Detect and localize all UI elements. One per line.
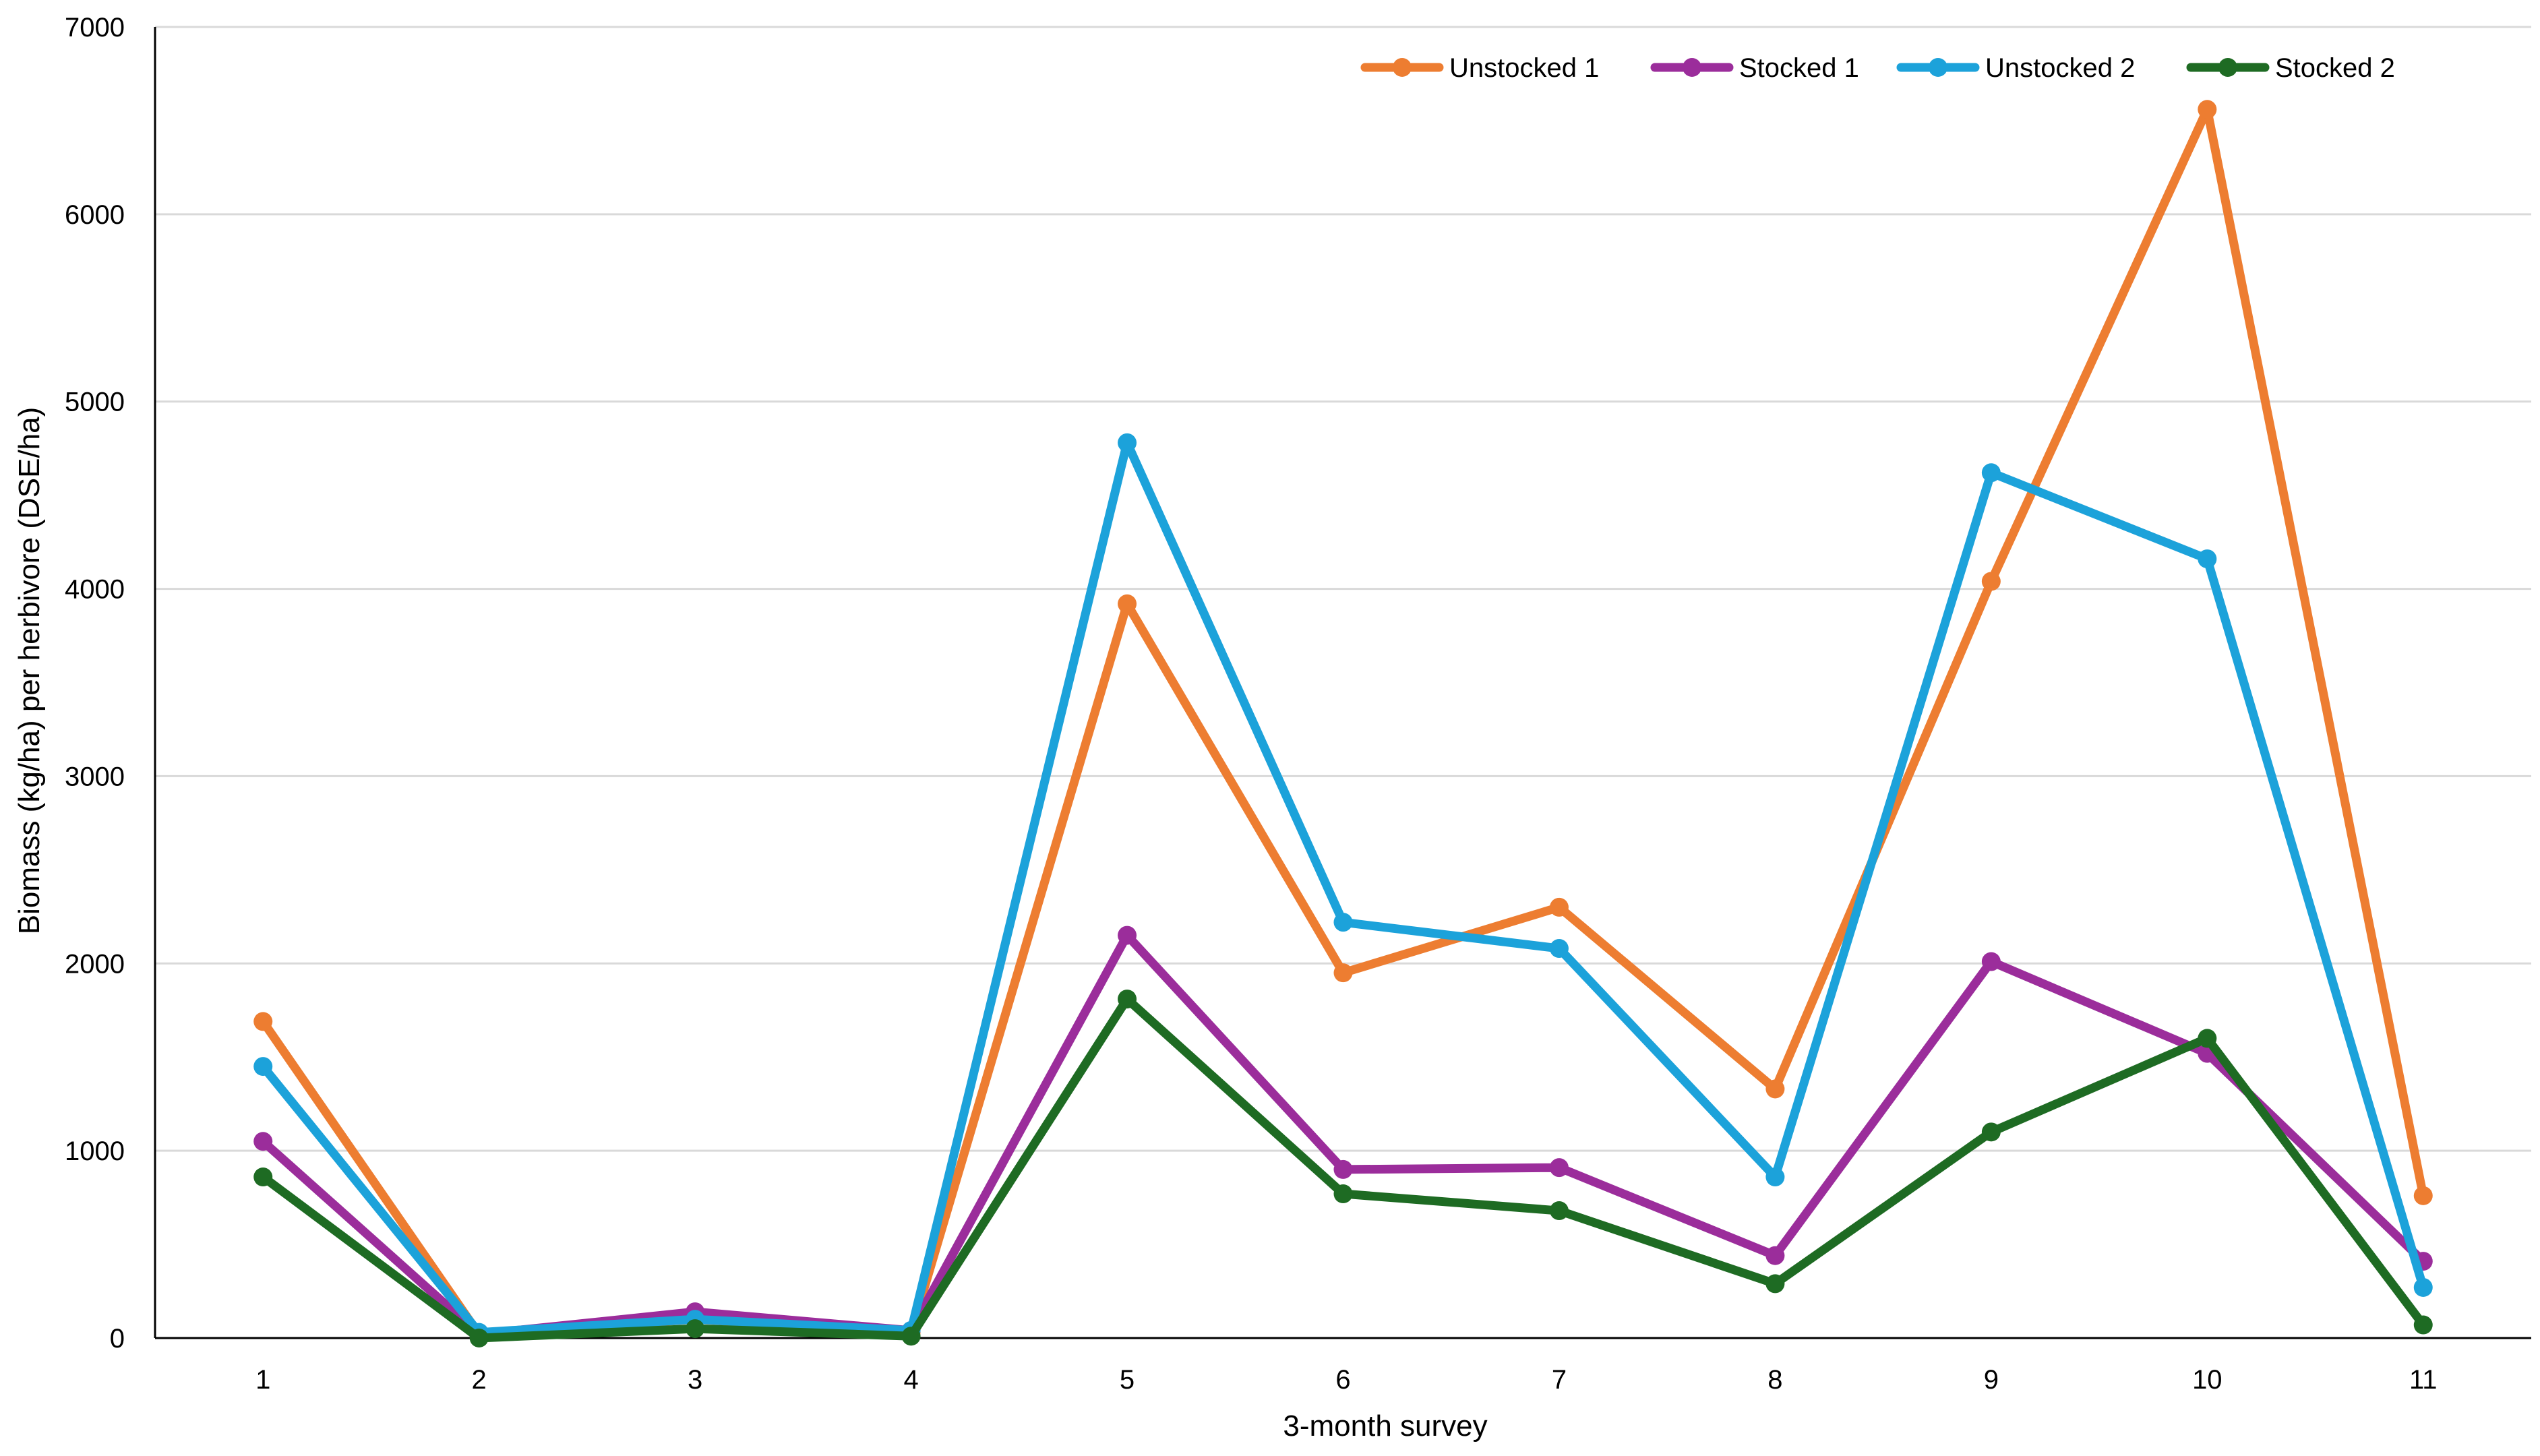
data-point: [1981, 463, 2001, 483]
legend-swatch-marker: [2218, 58, 2237, 77]
x-tick-label: 2: [472, 1365, 487, 1395]
x-tick-label: 6: [1335, 1365, 1350, 1395]
x-tick-label: 11: [2409, 1365, 2438, 1395]
data-point: [2198, 100, 2217, 119]
legend-swatch-marker: [1683, 58, 1701, 77]
x-axis-title: 3-month survey: [1283, 1409, 1487, 1443]
gridlines: [155, 26, 2531, 1152]
legend-label: Unstocked 1: [1449, 53, 1599, 83]
data-point: [1333, 1159, 1353, 1179]
data-point: [1118, 990, 1137, 1009]
y-tick-label: 5000: [65, 388, 125, 417]
data-point: [2198, 1029, 2217, 1048]
data-point: [1118, 594, 1137, 613]
data-point: [469, 1329, 489, 1347]
data-point: [1765, 1167, 1785, 1187]
legend-label: Stocked 1: [1739, 53, 1859, 83]
axes: [154, 27, 2531, 1339]
x-tick-label: 9: [1984, 1365, 1999, 1395]
data-point: [1549, 1158, 1569, 1178]
legend-swatch-marker: [1393, 58, 1412, 77]
y-tick-label: 6000: [65, 200, 125, 230]
series-line: [258, 931, 2428, 1339]
data-point: [901, 1327, 921, 1346]
legend: Unstocked 1 Stocked 1 Unstocked 2 Stocked 2: [1360, 53, 2395, 83]
y-tick-label: 4000: [65, 575, 125, 605]
y-tick-label: 1000: [65, 1136, 125, 1166]
data-point: [1549, 939, 1569, 959]
data-point: [1765, 1079, 1785, 1099]
data-point: [253, 1057, 273, 1076]
series-stocked-1: [253, 926, 2433, 1344]
data-point: [2413, 1277, 2433, 1297]
data-point: [1549, 1201, 1569, 1221]
data-point: [1333, 913, 1353, 932]
data-point: [1981, 952, 2001, 971]
legend-item: Stocked 2: [2186, 53, 2395, 83]
x-tick-label: 3: [688, 1365, 702, 1395]
data-point: [1549, 897, 1569, 917]
data-point: [2413, 1186, 2433, 1205]
data-point: [1118, 926, 1137, 945]
data-point: [253, 1167, 273, 1187]
series-unstocked-2: [253, 433, 2433, 1342]
series-unstocked-1: [253, 100, 2433, 1344]
y-tick-labels: 0 1000 2000 3000 4000 5000 6000 7000: [65, 13, 125, 1354]
legend-swatch-marker: [1929, 58, 1947, 77]
series-lines: [253, 100, 2433, 1347]
legend-label: Unstocked 2: [1985, 53, 2135, 83]
y-tick-label: 7000: [65, 13, 125, 42]
data-point: [1333, 1184, 1353, 1204]
x-tick-label: 1: [255, 1365, 270, 1395]
x-tick-label: 7: [1552, 1365, 1567, 1395]
x-tick-label: 4: [903, 1365, 918, 1395]
data-point: [2413, 1315, 2433, 1335]
legend-item: Stocked 1: [1650, 53, 1859, 83]
data-point: [253, 1012, 273, 1031]
data-point: [1118, 433, 1137, 452]
data-point: [686, 1319, 705, 1339]
x-tick-labels: 1 2 3 4 5 6 7 8 9 10 11: [255, 1365, 2437, 1395]
y-tick-label: 2000: [65, 949, 125, 979]
data-point: [1765, 1274, 1785, 1294]
data-point: [2198, 549, 2217, 569]
data-point: [1333, 963, 1353, 983]
y-tick-label: 3000: [65, 762, 125, 791]
data-point: [253, 1132, 273, 1151]
legend-item: Unstocked 2: [1896, 53, 2135, 83]
x-tick-label: 10: [2192, 1365, 2222, 1395]
y-axis-title: Biomass (kg/ha) per herbivore (DSE/ha): [13, 407, 46, 935]
data-point: [1981, 572, 2001, 591]
series-stocked-2: [253, 990, 2433, 1347]
legend-label: Stocked 2: [2275, 53, 2395, 83]
x-tick-label: 8: [1767, 1365, 1782, 1395]
legend-item: Unstocked 1: [1360, 53, 1599, 83]
y-tick-label: 0: [110, 1324, 125, 1354]
x-tick-label: 5: [1120, 1365, 1135, 1395]
data-point: [1981, 1122, 2001, 1142]
data-point: [1765, 1246, 1785, 1265]
